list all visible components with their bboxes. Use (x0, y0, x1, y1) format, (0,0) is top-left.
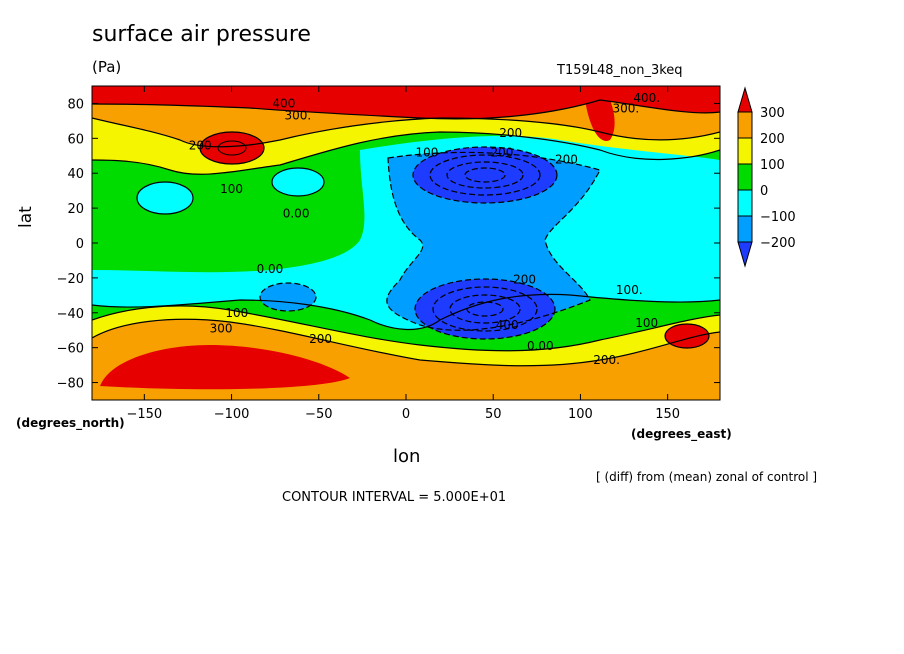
y-tick-label: −20 (57, 272, 84, 287)
contour-label: 400 (496, 318, 519, 332)
x-tick-label: 0 (402, 407, 410, 422)
x-tick-label: −150 (126, 407, 162, 422)
band-above-300-north (92, 86, 720, 119)
x-tick-label: 100 (568, 407, 593, 422)
run-label: T159L48_non_3keq (557, 63, 683, 78)
cyan-cell-west-north (137, 182, 193, 214)
contour-label: 200 (309, 332, 332, 346)
colorbar-swatch (737, 163, 753, 191)
low-center-south (415, 279, 555, 339)
colorbar-label: −100 (760, 210, 796, 225)
y-tick-label: 40 (67, 167, 84, 182)
axes: −150 −100 −50 0 50 100 150806040200−20−40−60−8… (57, 86, 720, 422)
colorbar-swatch (737, 111, 753, 139)
north-high-spike (585, 100, 615, 141)
x-axis-label: lon (393, 446, 421, 467)
contour-label: 100 (415, 145, 438, 159)
contour-label: 400. (633, 91, 660, 105)
contour-label: 200 (513, 273, 536, 287)
y-tick-label: −60 (57, 342, 84, 357)
contour-label: 200 (499, 126, 522, 140)
diff-note: [ (diff) from (mean) zonal of control ] (596, 470, 818, 484)
x-axis-units: (degrees_east) (631, 427, 732, 441)
band-above-300-south (100, 345, 350, 390)
colorbar-swatch (737, 215, 753, 243)
contour-label: 100. (616, 283, 643, 297)
x-tick-label: 50 (485, 407, 502, 422)
x-tick-label: 150 (655, 407, 680, 422)
contour-label: 0.00 (527, 339, 554, 353)
y-tick-label: 80 (67, 97, 84, 112)
contour-label: 200 (555, 152, 578, 166)
colorbar-label: 100 (760, 158, 785, 173)
chart-title: surface air pressure (92, 22, 311, 47)
colorbar: 300 200 100 0 −100 −200 (737, 86, 796, 268)
contour-label: 100 (225, 306, 248, 320)
y-tick-label: −40 (57, 307, 84, 322)
colorbar-swatch (737, 189, 753, 217)
contour-label: 300. (612, 102, 639, 116)
x-tick-label: −100 (214, 407, 250, 422)
contour-label: 300 (210, 321, 233, 335)
y-axis-units: (degrees_north) (16, 416, 125, 430)
contour-lines (92, 99, 720, 367)
y-tick-label: 60 (67, 132, 84, 147)
colorbar-bottom-arrow (737, 241, 753, 268)
contour-label: 200 (189, 138, 212, 152)
y-tick-label: 20 (67, 202, 84, 217)
contour-label: 100 (220, 182, 243, 196)
colorbar-label: 0 (760, 184, 768, 199)
contour-label: 0.00 (283, 206, 310, 220)
y-tick-label: 0 (76, 237, 84, 252)
colorbar-label: 300 (760, 106, 785, 121)
contour-label: 0.00 (257, 262, 284, 276)
contour-interval: CONTOUR INTERVAL = 5.000E+01 (282, 490, 507, 505)
contour-label: 300. (284, 109, 311, 123)
chart-units: (Pa) (92, 58, 122, 76)
north-high-cell-inner (217, 140, 247, 156)
contour-label: 400 (272, 96, 295, 110)
low-center-north (413, 147, 557, 203)
colorbar-swatch (737, 137, 753, 165)
x-tick-label: −50 (305, 407, 332, 422)
colorbar-top-arrow (737, 86, 753, 113)
contour-label: 200 (490, 145, 513, 159)
negative-contour-lines (259, 146, 601, 340)
y-tick-label: −80 (57, 377, 84, 392)
contour-label: 200. (593, 353, 620, 367)
colorbar-label: −200 (760, 236, 796, 251)
cyan-cell-north-mid (272, 168, 324, 196)
contour-label: 100 (635, 316, 658, 330)
colorbar-label: 200 (760, 132, 785, 147)
